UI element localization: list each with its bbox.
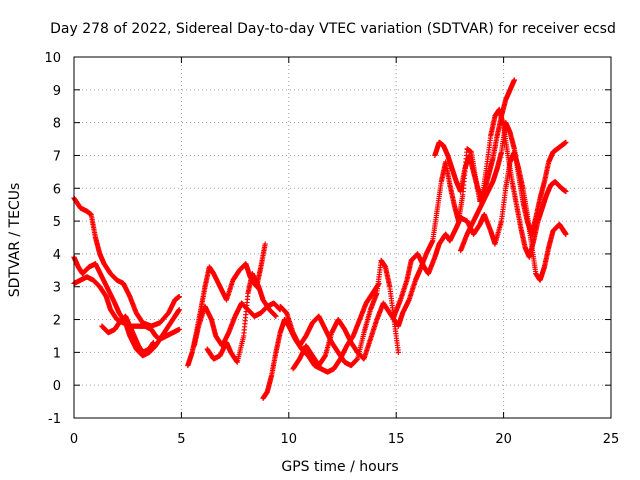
x-axis-label: GPS time / hours	[281, 459, 398, 475]
series-track-a	[71, 195, 182, 329]
axis-ticks: 0 5 10 15 20 25 -1 0 1 2 3 4 5 6 7 8 9 10	[44, 51, 619, 447]
series-track-m	[432, 106, 569, 260]
data-point	[563, 188, 569, 195]
data-point	[563, 231, 569, 237]
data-point	[395, 349, 401, 355]
y-tick-label: 7	[53, 149, 61, 164]
x-tick-label: 15	[388, 432, 405, 447]
data-point	[150, 339, 157, 346]
x-tick-label: 10	[281, 432, 298, 447]
y-tick-label: 6	[53, 182, 61, 197]
x-tick-label: 20	[495, 432, 512, 447]
series-track-n	[458, 120, 569, 254]
grid-lines	[74, 57, 611, 418]
series-track-d	[99, 313, 157, 355]
data-point	[176, 326, 182, 332]
data-point	[273, 313, 279, 319]
y-tick-label: 8	[53, 117, 61, 132]
series-track-h	[260, 280, 382, 401]
plot-frame	[73, 56, 612, 419]
y-tick-label: 4	[53, 248, 61, 263]
chart-title: Day 278 of 2022, Sidereal Day-to-day VTE…	[50, 21, 616, 37]
series-track-g	[204, 271, 279, 365]
y-tick-label: -1	[48, 412, 61, 427]
y-tick-label: 2	[53, 314, 61, 329]
data-point	[176, 307, 182, 313]
data-points	[71, 77, 569, 401]
y-tick-label: 10	[44, 51, 61, 66]
series-track-j	[290, 300, 399, 372]
y-tick-label: 9	[53, 84, 61, 99]
y-tick-label: 0	[53, 379, 61, 394]
y-tick-label: 5	[53, 215, 61, 230]
data-point	[262, 241, 268, 247]
series-track-i	[277, 257, 401, 369]
x-tick-label: 5	[177, 432, 185, 447]
x-tick-label: 25	[603, 432, 620, 447]
y-axis-label: SDTVAR / TECUs	[7, 183, 23, 298]
data-point	[176, 293, 182, 300]
y-tick-label: 1	[53, 346, 61, 361]
y-tick-label: 3	[53, 281, 61, 296]
data-point	[563, 139, 569, 145]
data-point	[511, 77, 517, 83]
x-tick-label: 0	[70, 432, 78, 447]
